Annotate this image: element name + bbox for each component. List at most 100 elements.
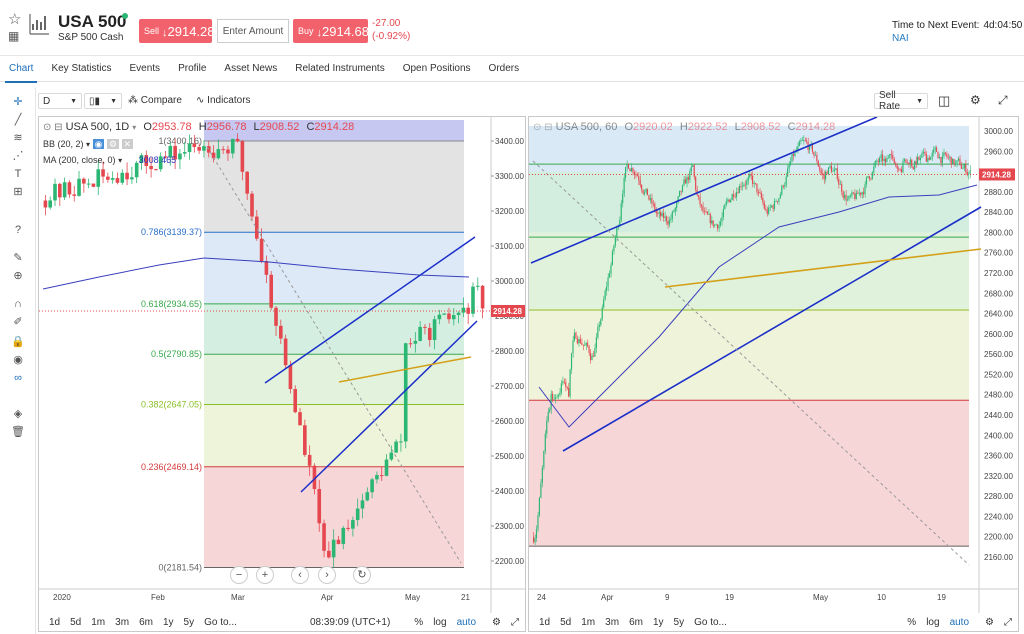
eye-icon[interactable]: ◉ xyxy=(13,354,23,366)
time-range-button[interactable]: 6m xyxy=(139,616,153,628)
tab-chart[interactable]: Chart xyxy=(0,56,42,83)
time-range-button[interactable]: 3m xyxy=(605,616,620,628)
compare-button[interactable]: ⁂ Compare xyxy=(128,95,182,106)
time-range-button[interactable]: 5y xyxy=(183,616,195,628)
time-range-button[interactable]: 1y xyxy=(162,616,174,628)
crosshair-icon[interactable]: ✛ xyxy=(13,96,23,108)
eye-icon[interactable]: ◉ xyxy=(92,139,105,149)
time-range-button[interactable]: 5y xyxy=(673,616,685,628)
tab-profile[interactable]: Profile xyxy=(178,63,207,74)
change-value: -27.00 xyxy=(372,18,401,29)
candle-body xyxy=(620,203,622,221)
candle-body xyxy=(854,193,856,199)
lock-drawings-icon[interactable]: ✐ xyxy=(13,316,23,328)
pattern-icon[interactable]: ⋰ xyxy=(12,150,24,162)
time-range-button[interactable]: 6m xyxy=(629,616,643,628)
bollinger-indicator[interactable]: BB (20, 2) ▾ ◉ ⚙ ✕ xyxy=(43,139,134,150)
time-range-button[interactable]: 5d xyxy=(70,616,82,628)
zoom-in-icon[interactable]: + xyxy=(256,566,274,584)
indicators-button[interactable]: ∿ Indicators xyxy=(196,95,251,106)
chart-type-select[interactable]: ▯▮ ▼ xyxy=(84,93,122,109)
time-range-button[interactable]: 1y xyxy=(652,616,664,628)
zoom-icon[interactable]: ⊕ xyxy=(13,270,23,282)
fib-label: 0.5(2790.85) xyxy=(151,349,202,359)
sell-button[interactable]: Sell ↓2914.28 xyxy=(139,19,215,43)
ma-indicator[interactable]: MA (200, close, 0) ▾ 3008.465 xyxy=(43,155,176,165)
daily-chart-canvas[interactable]: 3400.003300.003200.003100.003000.002900.… xyxy=(39,117,526,632)
tab-asset-news[interactable]: Asset News xyxy=(224,63,278,74)
auto-toggle[interactable]: auto xyxy=(456,616,477,628)
fib-label: 1(3400.16) xyxy=(158,136,202,146)
link-icon[interactable]: ∞ xyxy=(14,372,22,384)
y-tick-label: 2680.00 xyxy=(984,289,1013,298)
candle-body xyxy=(592,355,595,357)
time-range-button[interactable]: 1d xyxy=(539,616,551,628)
candle-body xyxy=(544,433,546,452)
ruler-icon[interactable]: ✎ xyxy=(13,252,23,264)
tab-orders[interactable]: Orders xyxy=(488,63,520,74)
text-icon[interactable]: T xyxy=(14,168,22,180)
next-event-link[interactable]: NAI xyxy=(892,33,909,44)
ma-line xyxy=(42,257,470,290)
trash-icon[interactable]: 🗑 xyxy=(11,426,25,438)
percent-toggle[interactable]: % xyxy=(907,616,917,628)
interval-select[interactable]: D ▼ xyxy=(38,93,82,109)
log-toggle[interactable]: log xyxy=(433,616,447,628)
layers-icon[interactable]: ◈ xyxy=(13,408,23,420)
settings-icon[interactable]: ⚙ xyxy=(985,616,994,628)
tab-events[interactable]: Events xyxy=(129,63,161,74)
candle-body xyxy=(533,536,535,543)
time-range-button[interactable]: 1m xyxy=(91,616,106,628)
close-icon[interactable]: ✕ xyxy=(121,139,134,149)
fullscreen-icon[interactable]: ⤢ xyxy=(998,93,1008,107)
tab-related-instruments[interactable]: Related Instruments xyxy=(295,63,385,74)
fullscreen-icon[interactable]: ⤢ xyxy=(1004,616,1012,628)
fullscreen-icon[interactable]: ⤢ xyxy=(511,616,519,628)
tab-key-statistics[interactable]: Key Statistics xyxy=(51,63,112,74)
chevron-down-icon[interactable]: ▾ xyxy=(132,123,137,132)
tab-open-positions[interactable]: Open Positions xyxy=(402,63,471,74)
scroll-right-icon[interactable]: › xyxy=(318,566,336,584)
trendline-icon[interactable]: ╱ xyxy=(14,114,22,126)
percent-toggle[interactable]: % xyxy=(414,616,424,628)
buy-button[interactable]: Buy ↓2914.68 xyxy=(293,19,369,43)
open-value: 2953.78 xyxy=(151,121,192,133)
candle-body xyxy=(905,159,907,163)
scroll-left-icon[interactable]: ‹ xyxy=(291,566,309,584)
time-range-button[interactable]: Go to... xyxy=(694,616,727,628)
star-icon[interactable]: ☆ xyxy=(8,11,22,28)
reset-chart-icon[interactable]: ↻ xyxy=(353,566,371,584)
fib-icon[interactable]: ≋ xyxy=(13,132,23,144)
gear-icon[interactable]: ⚙ xyxy=(106,139,120,149)
candle-body xyxy=(560,383,562,393)
time-range-button[interactable]: 1d xyxy=(49,616,61,628)
log-toggle[interactable]: log xyxy=(926,616,940,628)
candle-body xyxy=(623,177,625,194)
time-range-button[interactable]: 1m xyxy=(581,616,596,628)
hourly-chart-canvas[interactable]: 3000.002960.002920.002880.002840.002800.… xyxy=(529,117,1019,632)
calculator-icon[interactable]: ▦ xyxy=(8,29,20,43)
candle-body xyxy=(819,166,821,171)
time-range-button[interactable]: 5d xyxy=(560,616,572,628)
layout-icon[interactable]: ◫ xyxy=(938,93,951,108)
question-icon[interactable]: ? xyxy=(14,224,22,236)
price-change: -27.00 (-0.92%) xyxy=(372,17,410,43)
candle-body xyxy=(549,409,551,412)
time-range-button[interactable]: Go to... xyxy=(204,616,237,628)
zoom-out-icon[interactable]: − xyxy=(230,566,248,584)
amount-input[interactable]: Enter Amount xyxy=(217,19,289,43)
collapse-icon[interactable]: ⊙ ⊟ xyxy=(43,122,63,133)
candle-body xyxy=(566,386,568,388)
magnet-icon[interactable]: ∩ xyxy=(14,298,22,310)
auto-toggle[interactable]: auto xyxy=(949,616,970,628)
lock-icon[interactable]: 🔒 xyxy=(11,336,25,348)
settings-icon[interactable]: ⚙ xyxy=(970,93,981,107)
candle-body xyxy=(427,327,432,341)
measure-icon[interactable]: ⊞ xyxy=(13,186,23,198)
hourly-chart-pane[interactable]: 3000.002960.002920.002880.002840.002800.… xyxy=(528,116,1019,632)
time-range-button[interactable]: 3m xyxy=(115,616,130,628)
collapse-icon[interactable]: ⊙ ⊟ xyxy=(533,122,553,133)
rate-select[interactable]: Sell Rate ▼ xyxy=(874,90,928,112)
daily-chart-pane[interactable]: 3400.003300.003200.003100.003000.002900.… xyxy=(38,116,526,632)
settings-icon[interactable]: ⚙ xyxy=(492,616,501,628)
